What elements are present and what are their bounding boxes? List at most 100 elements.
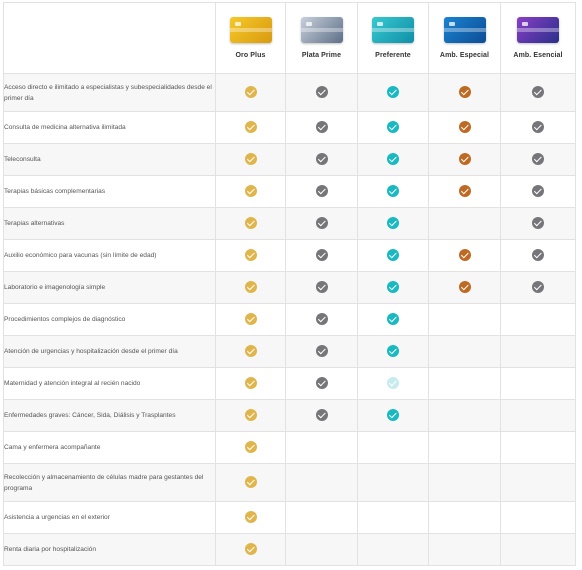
check-icon (532, 153, 544, 166)
plan-coverage-cell (215, 335, 286, 368)
plan-coverage-cell (357, 463, 429, 502)
check-icon (387, 281, 399, 294)
check-icon (532, 185, 544, 198)
check-icon (244, 281, 257, 294)
check-icon (532, 86, 544, 99)
plan-coverage-cell (215, 111, 286, 144)
preferente-card-image (372, 17, 414, 43)
check-icon (244, 377, 257, 390)
plan-header-amb-especial: Amb. Especial (428, 2, 501, 74)
plan-header-preferente: Preferente (357, 2, 429, 74)
check-icon (458, 281, 471, 294)
check-icon (244, 441, 257, 454)
check-icon (387, 217, 399, 230)
benefit-row: Terapias alternativas (3, 207, 576, 240)
benefit-row: Auxilio económico para vacunas (sin lími… (3, 239, 576, 272)
plan-coverage-cell (428, 335, 501, 368)
benefit-label: Procedimientos complejos de diagnóstico (3, 303, 216, 336)
plan-coverage-cell (285, 303, 358, 336)
check-icon (244, 543, 257, 556)
plan-coverage-cell (500, 111, 576, 144)
benefit-row: Atención de urgencias y hospitalización … (3, 335, 576, 368)
check-icon (387, 313, 399, 326)
check-icon (315, 409, 328, 422)
plan-coverage-cell (285, 367, 358, 400)
plan-name: Plata Prime (301, 52, 342, 59)
plan-coverage-cell (285, 73, 358, 112)
plan-coverage-cell (215, 533, 286, 566)
plan-coverage-cell (357, 143, 429, 176)
plan-name: Preferente (375, 52, 411, 59)
plan-coverage-cell (500, 239, 576, 272)
plan-coverage-cell (215, 271, 286, 304)
plan-coverage-cell (428, 111, 501, 144)
benefit-row: Enfermedades graves: Cáncer, Sida, Diáli… (3, 399, 576, 432)
plan-coverage-cell (428, 367, 501, 400)
plan-coverage-cell (215, 303, 286, 336)
plan-coverage-cell (500, 463, 576, 502)
check-icon (315, 377, 328, 390)
plan-coverage-cell (357, 533, 429, 566)
plan-coverage-cell (428, 533, 501, 566)
plan-coverage-cell (357, 303, 429, 336)
benefit-row: Maternidad y atención integral al recién… (3, 367, 576, 400)
benefit-label: Cama y enfermera acompañante (3, 431, 216, 464)
plan-coverage-cell (428, 271, 501, 304)
plan-coverage-cell (285, 175, 358, 208)
check-icon (532, 281, 544, 294)
benefit-label: Enfermedades graves: Cáncer, Sida, Diáli… (3, 399, 216, 432)
check-icon (387, 185, 399, 198)
benefit-label: Auxilio económico para vacunas (sin lími… (3, 239, 216, 272)
check-icon (244, 511, 257, 524)
plan-coverage-cell (500, 303, 576, 336)
plan-coverage-cell (285, 111, 358, 144)
benefit-label: Renta diaria por hospitalización (3, 533, 216, 566)
check-icon (315, 345, 328, 358)
check-icon (387, 153, 399, 166)
check-icon (244, 153, 257, 166)
plan-header-amb-esencial: Amb. Esencial (500, 2, 576, 74)
plan-name: Amb. Esencial (513, 52, 563, 59)
check-icon (387, 249, 399, 262)
plan-coverage-cell (357, 239, 429, 272)
plan-name: Oro Plus (235, 52, 266, 59)
check-icon (244, 121, 257, 134)
check-icon (244, 86, 257, 99)
benefit-row: Renta diaria por hospitalización (3, 533, 576, 566)
plan-coverage-cell (285, 207, 358, 240)
benefit-row: Recolección y almacenamiento de células … (3, 463, 576, 502)
plan-coverage-cell (215, 463, 286, 502)
check-icon (458, 121, 471, 134)
plan-coverage-cell (357, 335, 429, 368)
benefits-table-body: Acceso directo e ilimitado a especialist… (3, 73, 576, 566)
plan-coverage-cell (500, 175, 576, 208)
plan-coverage-cell (285, 271, 358, 304)
benefit-label: Acceso directo e ilimitado a especialist… (3, 73, 216, 112)
plan-header-plata-prime: Plata Prime (285, 2, 358, 74)
benefit-label: Terapias básicas complementarias (3, 175, 216, 208)
check-icon (532, 249, 544, 262)
plan-coverage-cell (285, 143, 358, 176)
benefit-label: Consulta de medicina alternativa ilimita… (3, 111, 216, 144)
plan-coverage-cell (357, 207, 429, 240)
benefit-label: Terapias alternativas (3, 207, 216, 240)
check-icon (244, 249, 257, 262)
plan-header-oro-plus: Oro Plus (215, 2, 286, 74)
plan-coverage-cell (357, 175, 429, 208)
plan-coverage-cell (357, 73, 429, 112)
plan-coverage-cell (285, 239, 358, 272)
plans-header-row: Oro Plus Plata Prime Preferente Amb. Esp… (3, 2, 576, 74)
check-icon (458, 86, 471, 99)
plan-coverage-cell (428, 73, 501, 112)
check-icon (315, 86, 328, 99)
plan-coverage-cell (285, 431, 358, 464)
plan-coverage-cell (285, 533, 358, 566)
amb-esencial-card-image (517, 17, 559, 43)
check-icon (387, 86, 399, 99)
check-icon (387, 345, 399, 358)
benefit-label: Atención de urgencias y hospitalización … (3, 335, 216, 368)
amb-especial-card-image (443, 17, 486, 43)
plan-coverage-cell (285, 501, 358, 534)
benefit-label: Laboratorio e imagenología simple (3, 271, 216, 304)
plan-coverage-cell (500, 501, 576, 534)
